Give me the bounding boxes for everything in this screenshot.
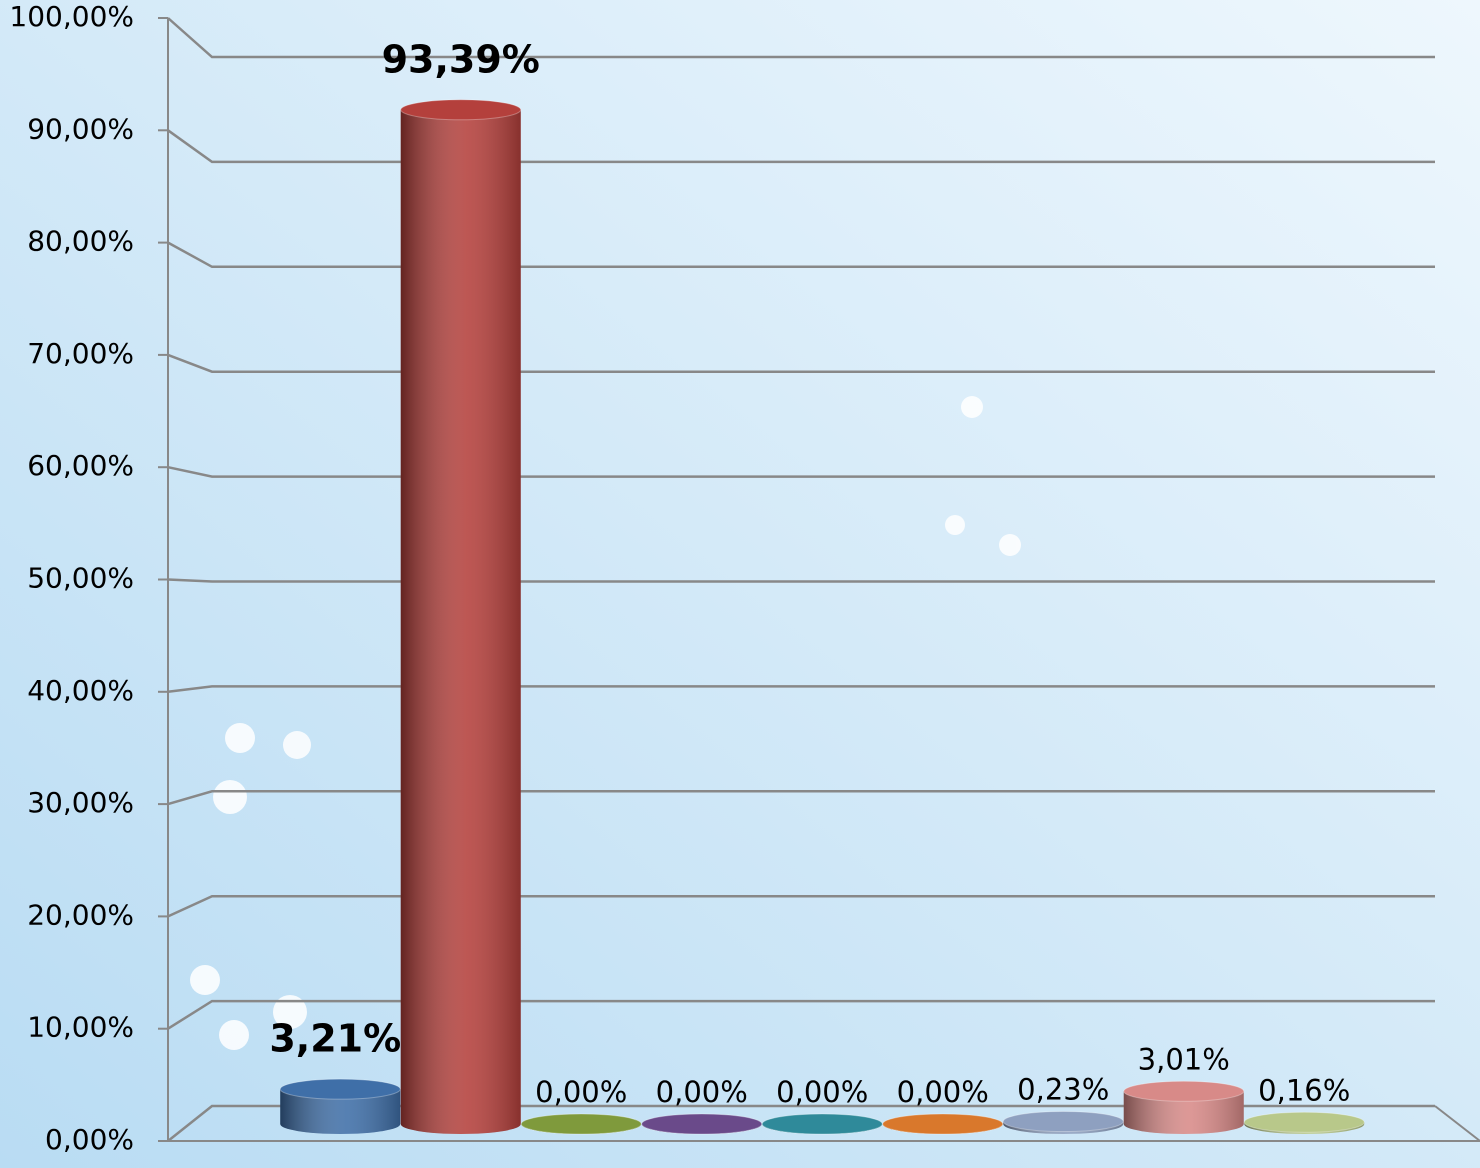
grid-line	[167, 685, 1435, 694]
y-tick-label: 50,00%	[27, 562, 134, 595]
value-label: 0,00%	[535, 1075, 627, 1109]
value-label: 0,00%	[656, 1075, 748, 1109]
bar-top	[882, 1113, 1004, 1135]
y-tick-label: 10,00%	[27, 1011, 134, 1044]
bar-top	[641, 1113, 763, 1135]
grid-line	[167, 241, 1435, 269]
bar-top	[1123, 1080, 1245, 1102]
y-tick-label: 70,00%	[27, 337, 134, 370]
bar-top	[1243, 1111, 1365, 1133]
y-tick-label: 100,00%	[9, 0, 134, 33]
grid-line	[167, 790, 1435, 806]
bar-top	[400, 99, 522, 121]
y-tick-label: 60,00%	[27, 449, 134, 482]
value-label: 0,00%	[776, 1075, 868, 1109]
value-label: 3,21%	[269, 1017, 401, 1061]
grid-line	[167, 465, 1435, 478]
y-tick-label: 30,00%	[27, 786, 134, 819]
value-label: 3,01%	[1138, 1042, 1230, 1076]
grid-line	[167, 999, 1435, 1030]
bar-top	[1002, 1111, 1124, 1133]
grid-line	[167, 1104, 1435, 1142]
bar-shade	[280, 1089, 401, 1134]
bar-top	[279, 1078, 401, 1100]
bar-shade	[400, 109, 521, 1135]
value-label: 0,16%	[1258, 1073, 1350, 1107]
y-tick-label: 80,00%	[27, 225, 134, 258]
value-label: 0,00%	[897, 1075, 989, 1109]
value-label: 93,39%	[382, 37, 540, 81]
grid-line	[167, 17, 1435, 59]
floor	[168, 1105, 1480, 1142]
value-label: 0,23%	[1017, 1073, 1109, 1107]
y-tick-label: 20,00%	[27, 898, 134, 931]
grid-line	[167, 353, 1435, 373]
y-tick-label: 0,00%	[45, 1123, 134, 1156]
grid-line	[167, 129, 1435, 164]
y-tick-label: 40,00%	[27, 674, 134, 707]
y-tick-label: 90,00%	[27, 112, 134, 145]
grid-line	[167, 894, 1435, 918]
bar-shade	[1123, 1091, 1244, 1134]
bar-top	[520, 1113, 642, 1135]
grid-line	[167, 578, 1435, 583]
decoration	[190, 396, 1021, 1050]
bar-top	[761, 1113, 883, 1135]
